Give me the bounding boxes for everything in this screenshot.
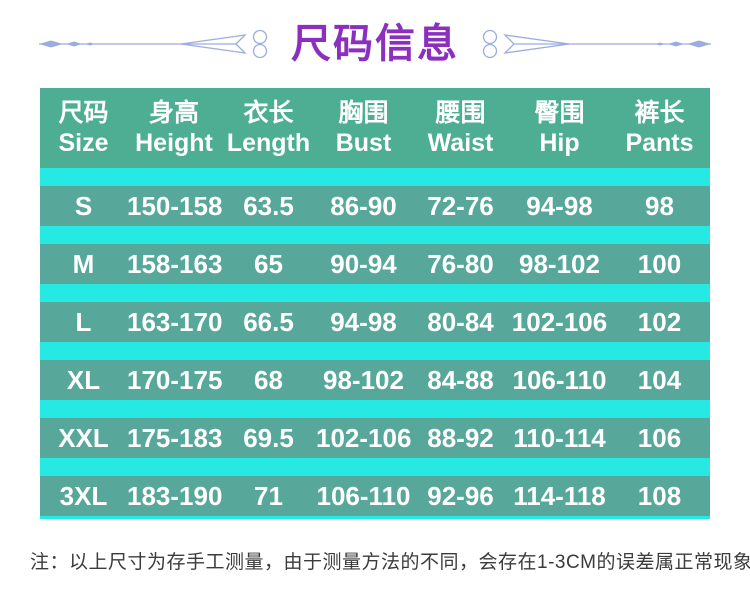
table-cell: 158-163 [127, 248, 223, 279]
table-cell: 98 [645, 190, 674, 221]
table-cell: 71 [254, 480, 283, 511]
table-cell: 94-98 [330, 306, 397, 337]
table-cell: 80-84 [427, 306, 494, 337]
table-row-3xl: 3XL 183-190 71 106-110 92-96 114-118 108 [40, 476, 710, 516]
header-label-en: Hip [539, 129, 580, 157]
table-cell: XXL [58, 422, 109, 453]
table-row-xl: XL 170-175 68 98-102 84-88 106-110 104 [40, 360, 710, 400]
table-row-l: L 163-170 66.5 94-98 80-84 102-106 102 [40, 302, 710, 342]
header-cell-pants: 裤长 Pants [609, 98, 710, 158]
title-flourish-right-icon [482, 29, 711, 59]
header-label-en: Height [135, 129, 213, 157]
table-cell: 88-92 [427, 422, 494, 453]
table-cell: 86-90 [330, 190, 397, 221]
header-label-en: Length [226, 129, 311, 157]
table-cell: XL [66, 364, 101, 395]
header-label-en: Pants [625, 129, 694, 157]
table-cell: 98-102 [323, 364, 404, 395]
header-cell-height: 身高 Height [127, 98, 221, 158]
header-label-zh: 臀围 [534, 99, 585, 127]
table-row-s: S 150-158 63.5 86-90 72-76 94-98 98 [40, 186, 710, 226]
header-cell-waist: 腰围 Waist [411, 98, 510, 158]
header-label-en: Bust [335, 129, 392, 157]
table-cell: 104 [637, 364, 682, 395]
table-cell: 106-110 [316, 480, 411, 511]
table-cell: 92-96 [427, 480, 494, 511]
table-cell: 175-183 [127, 422, 223, 453]
title-row: 尺码信息 [0, 0, 750, 88]
table-cell: 100 [637, 248, 682, 279]
table-cell: 66.5 [243, 306, 294, 337]
table-cell: 102-106 [511, 306, 608, 337]
table-cell: 3XL [59, 480, 108, 511]
note-text: 注：以上尺寸为存手工测量，由于测量方法的不同，会存在1-3CM的误差属正常现象。… [30, 552, 750, 573]
header-cell-size: 尺码 Size [40, 98, 127, 158]
table-cell: 102-106 [316, 422, 412, 453]
table-cell: 98-102 [519, 248, 600, 279]
table-cell: 102 [637, 306, 682, 337]
table-row-xxl: XXL 175-183 69.5 102-106 88-92 110-114 1… [40, 418, 710, 458]
header-cell-bust: 胸围 Bust [316, 98, 411, 158]
header-label-zh: 身高 [148, 99, 199, 127]
table-cell: 94-98 [526, 190, 593, 221]
table-cell: 68 [254, 364, 283, 395]
table-cell: 110-114 [513, 422, 606, 453]
table-header-row: 尺码 Size 身高 Height 衣长 Length 胸围 Bust 腰围 W… [40, 88, 710, 168]
header-label-zh: 尺码 [58, 99, 109, 127]
table-cell: 65 [254, 248, 283, 279]
table-cell: 63.5 [243, 190, 294, 221]
table-cell: 150-158 [127, 190, 223, 221]
title-flourish-left-icon [39, 29, 268, 59]
header-label-zh: 腰围 [435, 99, 486, 127]
table-cell: 90-94 [330, 248, 397, 279]
table-cell: 76-80 [427, 248, 494, 279]
header-label-en: Waist [427, 129, 494, 157]
table-cell: 84-88 [427, 364, 494, 395]
header-label-zh: 衣长 [243, 99, 294, 127]
table-cell: 72-76 [427, 190, 494, 221]
table-cell: S [74, 190, 93, 221]
header-label-en: Size [58, 129, 109, 157]
table-cell: 108 [637, 480, 682, 511]
header-cell-hip: 臀围 Hip [510, 98, 609, 158]
header-label-zh: 裤长 [634, 99, 685, 127]
table-cell: 163-170 [127, 306, 223, 337]
table-cell: 69.5 [243, 422, 294, 453]
table-cell: 183-190 [127, 480, 223, 511]
size-table: 尺码 Size 身高 Height 衣长 Length 胸围 Bust 腰围 W… [40, 88, 710, 519]
table-cell: 106 [637, 422, 682, 453]
table-row-m: M 158-163 65 90-94 76-80 98-102 100 [40, 244, 710, 284]
header-label-zh: 胸围 [338, 99, 389, 127]
table-cell: 106-110 [512, 364, 607, 395]
table-cell: L [75, 306, 92, 337]
table-cell: 170-175 [127, 364, 223, 395]
table-cell: 114-118 [513, 480, 606, 511]
page-title: 尺码信息 [291, 22, 459, 66]
header-cell-length: 衣长 Length [221, 98, 316, 158]
table-cell: M [72, 248, 95, 279]
